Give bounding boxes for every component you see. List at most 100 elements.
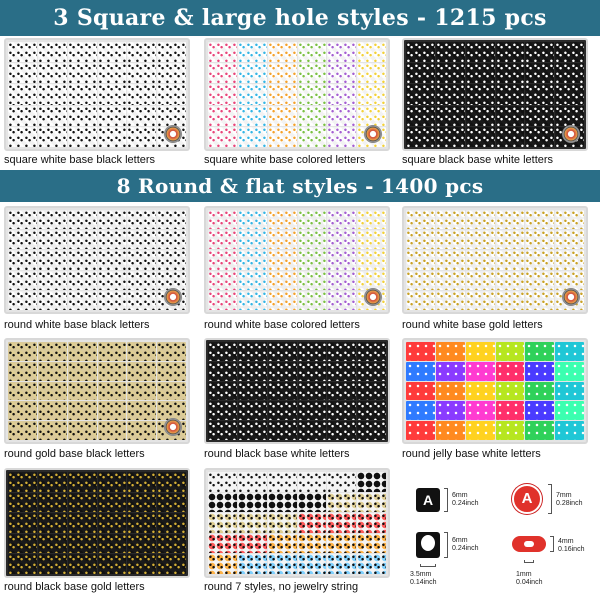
product-caption: square white base black letters — [4, 154, 156, 166]
bead-compartment — [267, 290, 297, 310]
bead-compartment — [406, 381, 435, 401]
bead-compartment — [525, 250, 555, 270]
bead-compartment — [357, 270, 386, 290]
bead-compartment — [37, 84, 67, 105]
bead-compartment — [208, 361, 237, 381]
bead-compartment — [67, 361, 97, 381]
bead-compartment — [555, 250, 584, 270]
bead-compartment — [406, 84, 435, 105]
bead-compartment — [67, 105, 97, 126]
bead-compartment — [435, 105, 465, 126]
bead-compartment — [465, 250, 495, 270]
bead-compartment — [555, 401, 584, 421]
bead-compartment — [267, 42, 297, 63]
bead-compartment — [97, 126, 127, 147]
bead-compartment — [406, 230, 435, 250]
bead-compartment — [555, 230, 584, 250]
bead-compartment — [406, 250, 435, 270]
bead-compartment — [495, 342, 525, 361]
bead-compartment — [327, 472, 357, 492]
bead-compartment — [8, 230, 37, 250]
bead-compartment — [297, 84, 327, 105]
elastic-string-spool-icon — [164, 418, 182, 436]
bead-compartment — [8, 401, 37, 421]
bead-compartment — [127, 63, 157, 84]
bead-compartment — [297, 342, 327, 361]
bead-compartment — [127, 105, 157, 126]
bead-compartment — [237, 126, 267, 147]
bead-compartment — [327, 361, 357, 381]
bead-compartment — [495, 42, 525, 63]
bead-compartment — [267, 492, 297, 513]
bead-compartment — [67, 210, 97, 230]
bead-compartment — [525, 42, 555, 63]
bead-compartment — [555, 361, 584, 381]
bead-compartment — [495, 105, 525, 126]
bead-compartment — [525, 401, 555, 421]
bead-compartment — [97, 533, 127, 554]
bead-compartment — [327, 290, 357, 310]
bead-compartment — [237, 84, 267, 105]
bead-compartment — [8, 381, 37, 401]
bead-compartment — [495, 126, 525, 147]
bead-organizer-box — [402, 338, 588, 444]
bead-compartment — [297, 401, 327, 421]
bead-compartment — [297, 105, 327, 126]
product-caption: round white base black letters — [4, 319, 150, 331]
bead-compartment — [8, 342, 37, 361]
bead-compartment — [67, 342, 97, 361]
bead-compartment — [327, 492, 357, 513]
bead-compartment — [267, 105, 297, 126]
product-caption: round 7 styles, no jewelry string — [204, 581, 359, 593]
bead-compartment — [267, 401, 297, 421]
bead-compartment — [297, 126, 327, 147]
bead-compartment — [327, 513, 357, 533]
bead-compartment — [297, 42, 327, 63]
bead-compartment — [435, 361, 465, 381]
bead-compartment — [208, 250, 237, 270]
bead-compartment — [97, 492, 127, 513]
bead-compartment — [525, 381, 555, 401]
bead-compartment — [465, 63, 495, 84]
bead-compartment — [37, 105, 67, 126]
bead-compartment — [555, 381, 584, 401]
bead-compartment — [127, 210, 157, 230]
bead-compartment — [465, 421, 495, 440]
bead-compartment — [267, 381, 297, 401]
bead-compartment — [157, 270, 186, 290]
bead-compartment — [357, 210, 386, 230]
bead-compartment — [297, 63, 327, 84]
bead-compartment — [525, 270, 555, 290]
bead-compartment — [97, 63, 127, 84]
bead-organizer-box — [402, 206, 588, 314]
bead-compartment — [37, 126, 67, 147]
bead-compartment — [97, 342, 127, 361]
bead-compartment — [8, 513, 37, 533]
bead-compartment — [127, 270, 157, 290]
bead-compartment — [327, 42, 357, 63]
bead-compartment — [8, 270, 37, 290]
bead-compartment — [327, 554, 357, 574]
bead-compartment — [67, 63, 97, 84]
elastic-string-spool-icon — [164, 125, 182, 143]
bead-compartment — [237, 290, 267, 310]
bead-compartment — [8, 533, 37, 554]
bead-compartment — [127, 42, 157, 63]
bead-compartment — [525, 105, 555, 126]
bead-compartment — [435, 342, 465, 361]
bead-compartment — [237, 513, 267, 533]
bead-compartment — [67, 42, 97, 63]
bead-compartment — [495, 361, 525, 381]
bead-compartment — [327, 105, 357, 126]
bead-compartment — [67, 401, 97, 421]
bead-compartment — [406, 342, 435, 361]
bead-compartment — [237, 554, 267, 574]
bead-compartment — [37, 421, 67, 440]
bead-compartment — [208, 84, 237, 105]
bead-compartment — [267, 421, 297, 440]
bead-compartment — [157, 513, 186, 533]
bead-compartment — [127, 84, 157, 105]
bead-compartment — [208, 554, 237, 574]
bead-compartment — [208, 210, 237, 230]
bead-compartment — [97, 84, 127, 105]
